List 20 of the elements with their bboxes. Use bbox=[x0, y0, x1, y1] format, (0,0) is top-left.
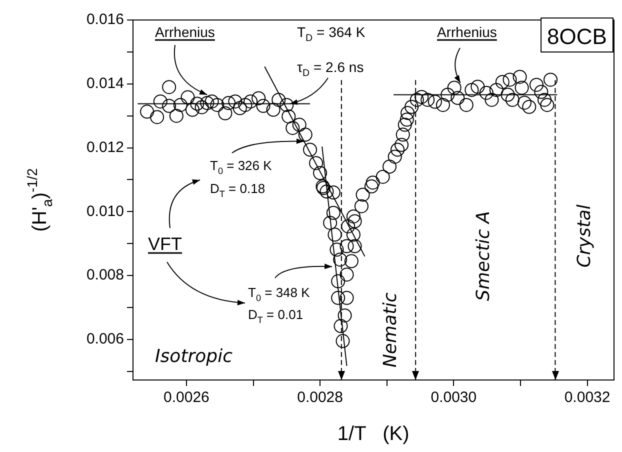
y-tick-label: 0.006 bbox=[86, 330, 124, 348]
x-tick-label: 0.0030 bbox=[430, 389, 477, 406]
y-tick-label: 0.012 bbox=[86, 138, 124, 156]
annotation: VFT bbox=[148, 234, 182, 254]
y-tick-label: 0.014 bbox=[86, 75, 124, 92]
y-tick-label: 0.016 bbox=[86, 11, 124, 28]
x-tick-label: 0.0026 bbox=[164, 389, 210, 406]
annotation: Arrhenius bbox=[437, 24, 497, 40]
annotation: Crystal bbox=[574, 204, 595, 268]
annotation: Nematic bbox=[380, 292, 401, 368]
x-tick-label: 0.0032 bbox=[564, 389, 610, 406]
x-axis-title: 1/T (K) bbox=[337, 423, 410, 445]
annotation: Arrhenius bbox=[155, 24, 215, 40]
y-tick-label: 0.008 bbox=[86, 266, 124, 284]
y-axis-title: (H'a)-1/2 bbox=[24, 168, 55, 232]
annotation: Isotropic bbox=[155, 346, 233, 367]
x-tick-label: 0.0028 bbox=[297, 389, 343, 406]
annotation: 8OCB bbox=[547, 24, 607, 49]
annotation: Smectic A bbox=[473, 211, 494, 301]
y-tick-label: 0.010 bbox=[86, 202, 124, 220]
